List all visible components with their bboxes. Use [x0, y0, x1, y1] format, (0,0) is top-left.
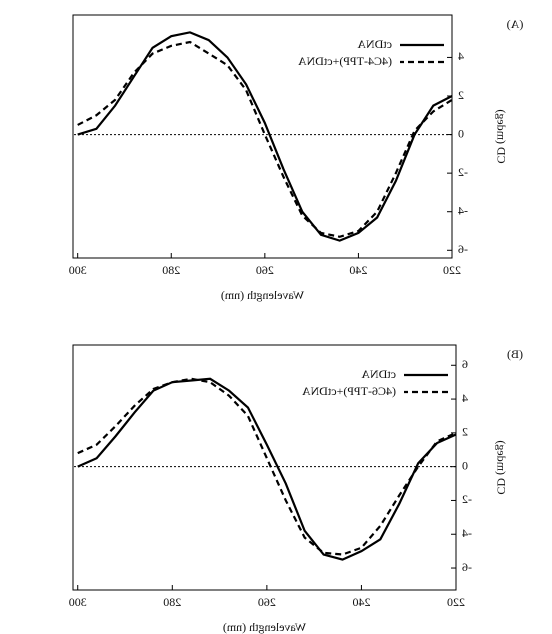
y-tick-label: 4 [458, 49, 464, 63]
y-tick-label: -6 [462, 560, 472, 574]
plot-frame [72, 344, 457, 591]
legend-label: (4C4-TPP)+ctDNA [298, 54, 392, 68]
x-tick-label: 220 [447, 595, 465, 609]
y-tick-label: 0 [458, 126, 464, 140]
x-tick-label: 280 [162, 263, 180, 277]
panel-label: (A) [507, 17, 524, 31]
x-tick-label: 260 [256, 263, 274, 277]
y-axis-title: CD (mdeg) [494, 440, 508, 494]
x-tick-label: 260 [258, 595, 276, 609]
x-tick-label: 240 [352, 595, 370, 609]
y-tick-label: 6 [462, 357, 468, 371]
panel-label: (B) [507, 347, 523, 361]
series-line [77, 377, 457, 556]
series-line [77, 40, 453, 238]
y-axis-title: CD (mdeg) [494, 109, 508, 163]
chart-panel: -6 -4 -2 0 2 4 220 240 260 280 300 Wavelength (nm) C… [69, 14, 524, 302]
y-tick-label: -2 [458, 165, 468, 179]
legend-label: ctDNA [361, 367, 396, 381]
y-tick-label: -4 [462, 526, 472, 540]
x-tick-label: 300 [69, 263, 87, 277]
x-tick-label: 240 [349, 263, 367, 277]
legend-label: (4C6-TPP)+ctDNA [302, 384, 396, 398]
x-axis-title: Wavelength (nm) [223, 620, 306, 634]
chart-panel: -6 -4 -2 0 2 4 6 220 240 260 280 300 Wavelength (nm)… [69, 344, 523, 634]
y-tick-label: -2 [462, 492, 472, 506]
y-tick-label: 4 [462, 391, 468, 405]
legend-label: ctDNA [357, 37, 392, 51]
x-tick-label: 280 [163, 595, 181, 609]
series-line [77, 377, 457, 561]
y-tick-label: -4 [458, 203, 468, 217]
plot-frame [72, 14, 453, 259]
series-line [77, 31, 453, 242]
x-axis-title: Wavelength (nm) [221, 288, 304, 302]
y-tick-label: -6 [458, 242, 468, 256]
x-tick-label: 220 [443, 263, 461, 277]
y-tick-label: 0 [462, 458, 468, 472]
y-tick-label: 2 [458, 88, 464, 102]
x-tick-label: 300 [69, 595, 87, 609]
y-tick-label: 2 [462, 425, 468, 439]
